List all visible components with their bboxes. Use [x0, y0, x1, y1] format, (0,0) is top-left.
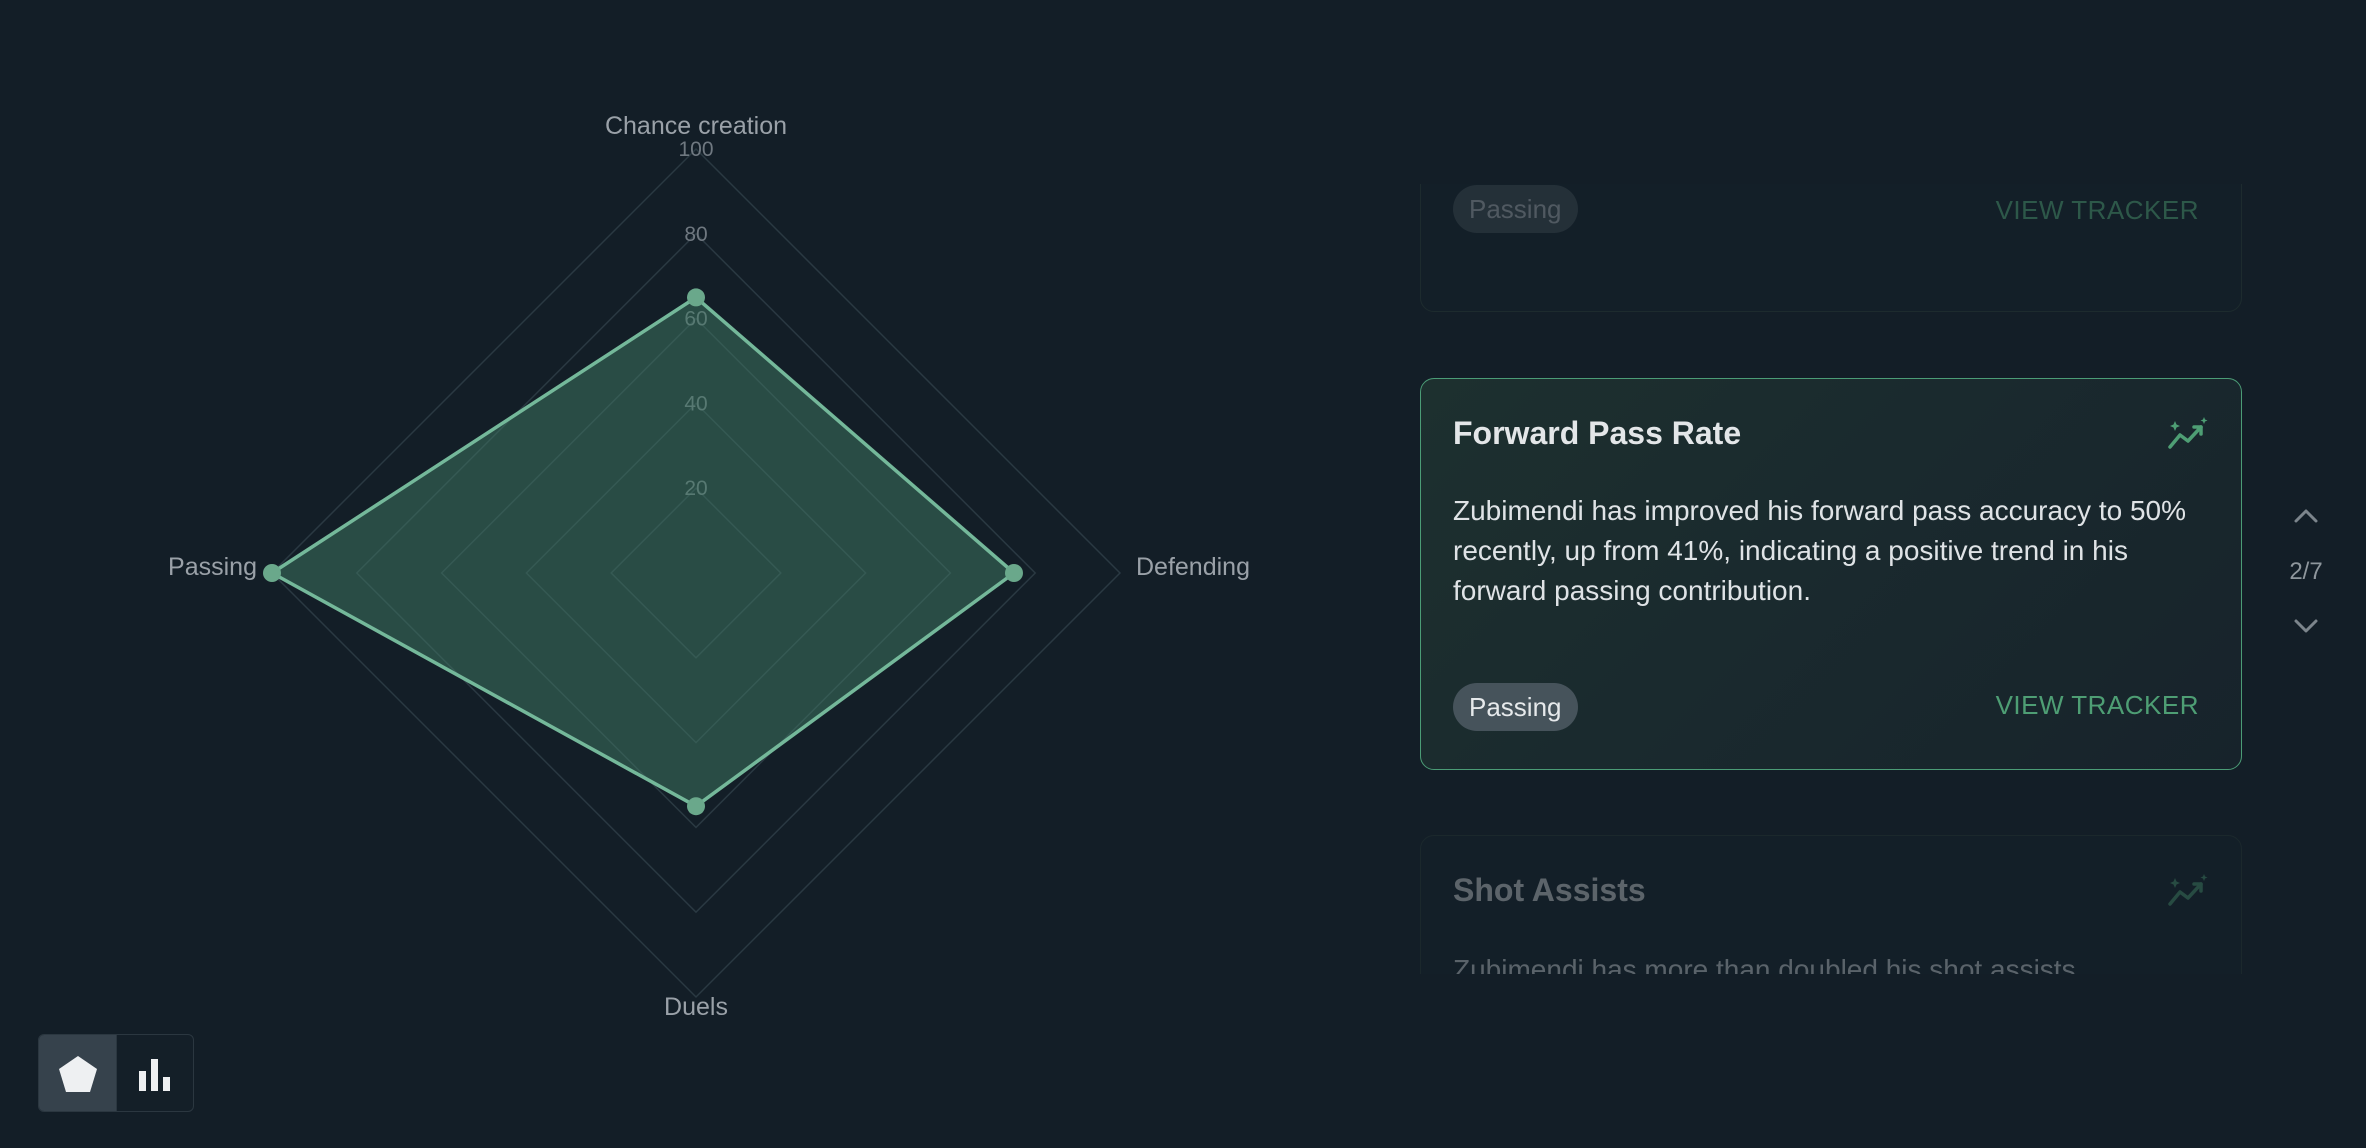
radar-point-chance-creation[interactable]	[687, 288, 705, 307]
category-tag: Passing	[1453, 185, 1578, 233]
insight-card-carousel: Passing VIEW TRACKER Forward Pass Rate Z…	[1400, 184, 2260, 974]
chevron-up-icon[interactable]	[2292, 506, 2320, 526]
radar-axis-label: Passing	[168, 553, 257, 581]
insight-card-current[interactable]: Forward Pass Rate Zubimendi has improved…	[1420, 378, 2242, 770]
trend-sparkle-icon	[2168, 417, 2208, 449]
radar-point-defending[interactable]	[1005, 564, 1023, 582]
radar-view-button[interactable]	[39, 1035, 116, 1111]
radar-point-passing[interactable]	[263, 564, 281, 582]
bar-view-button[interactable]	[116, 1035, 193, 1111]
chart-type-toggle	[38, 1034, 194, 1112]
radar-chart-svg: 20406080100 Chance creationDefendingDuel…	[168, 112, 1250, 1021]
insight-card-previous[interactable]: Passing VIEW TRACKER	[1420, 184, 2242, 312]
radar-axis-label: Duels	[664, 993, 728, 1021]
radar-axis-labels: Chance creation Defending Duels Passing	[168, 112, 1250, 1021]
radar-series	[263, 288, 1023, 816]
insight-card-next[interactable]: Shot Assists Zubimendi has more than dou…	[1420, 835, 2242, 974]
radar-tick-label: 80	[684, 223, 707, 246]
radar-tick-label: 100	[678, 138, 713, 161]
radar-grid-ring	[270, 147, 1122, 999]
card-description: Zubimendi has more than doubled his shot…	[1453, 954, 2076, 974]
radar-point-duels[interactable]	[687, 797, 705, 816]
view-tracker-link[interactable]: VIEW TRACKER	[1995, 690, 2199, 720]
radar-axis-label: Chance creation	[605, 112, 787, 140]
radar-series-area	[270, 295, 1016, 808]
card-description: Zubimendi has improved his forward pass …	[1453, 495, 2187, 606]
card-title: Shot Assists	[1453, 872, 1646, 908]
page-indicator: 2/7	[2289, 558, 2323, 585]
chevron-down-icon[interactable]	[2292, 616, 2320, 636]
view-tracker-link[interactable]: VIEW TRACKER	[1995, 195, 2199, 225]
radar-axis-label: Defending	[1136, 553, 1250, 581]
card-title: Forward Pass Rate	[1453, 415, 1742, 451]
category-tag: Passing	[1453, 683, 1578, 731]
pentagon-icon	[58, 1056, 97, 1092]
bar-chart-icon	[139, 1059, 170, 1091]
card-pager: 2/7	[2280, 500, 2332, 650]
trend-sparkle-icon	[2168, 874, 2208, 906]
radar-chart: 20406080100 Chance creationDefendingDuel…	[168, 112, 1250, 1021]
